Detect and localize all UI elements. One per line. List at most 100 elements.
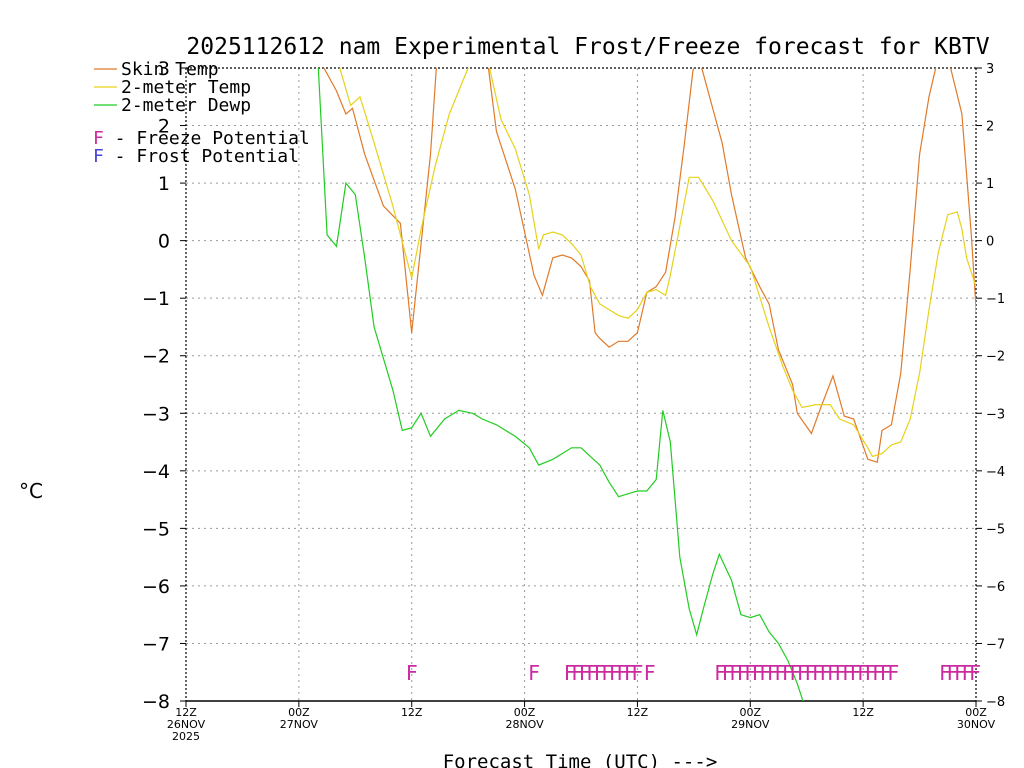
y-tick-label-right: 0 bbox=[986, 235, 994, 250]
freeze-flag-mark: F bbox=[969, 661, 981, 685]
freeze-flag-mark: F bbox=[744, 661, 756, 685]
freeze-flag-mark: F bbox=[804, 661, 816, 685]
freeze-flag-mark: F bbox=[946, 661, 958, 685]
y-tick-label-left: 2 bbox=[158, 116, 170, 138]
freeze-flag-mark: F bbox=[579, 661, 591, 685]
freeze-flag-mark: F bbox=[722, 661, 734, 685]
x-tick-label: 12Z bbox=[852, 706, 874, 719]
freeze-flag-mark: F bbox=[729, 661, 741, 685]
y-tick-label-right: −1 bbox=[986, 292, 1005, 307]
freeze-flag-mark: F bbox=[887, 661, 899, 685]
freeze-flag-mark: F bbox=[962, 661, 974, 685]
y-tick-label-left: −1 bbox=[142, 288, 170, 310]
x-tick-label: 29NOV bbox=[731, 718, 770, 731]
x-tick-label: 28NOV bbox=[505, 718, 544, 731]
y-tick-label-left: −4 bbox=[142, 461, 170, 483]
freeze-flag-mark: F bbox=[631, 661, 643, 685]
tick-labels: −8 −8 −7 −7 −6 −6 −5 −5 −4 −4 −3 −3 −2 −2 −1 −1 0 0 1 1 2 2 3 3… bbox=[142, 58, 1005, 743]
freeze-flag-mark: F bbox=[601, 661, 613, 685]
freeze-flag-mark: F bbox=[782, 661, 794, 685]
series-layer bbox=[317, 68, 976, 701]
freeze-flag-mark: F bbox=[774, 661, 786, 685]
legend-f-letter: F bbox=[93, 146, 104, 167]
freeze-flag-mark: F bbox=[872, 661, 884, 685]
x-tick-label: 30NOV bbox=[957, 718, 996, 731]
x-tick-label: 12Z bbox=[175, 706, 197, 719]
freeze-flag-mark: F bbox=[564, 661, 576, 685]
freeze-flag-mark: F bbox=[939, 661, 951, 685]
series-line-skin-temp bbox=[323, 68, 976, 463]
legend-f-text: - Freeze Potential bbox=[104, 128, 310, 149]
y-tick-label-right: 3 bbox=[986, 62, 994, 77]
freeze-flag-mark: F bbox=[850, 661, 862, 685]
y-tick-label-right: −3 bbox=[986, 407, 1005, 422]
y-tick-label-left: 3 bbox=[158, 58, 170, 80]
x-tick-label: 27NOV bbox=[280, 718, 319, 731]
legend-entry: Skin Temp bbox=[121, 59, 219, 80]
freeze-flag-mark: F bbox=[571, 661, 583, 685]
y-tick-label-right: −7 bbox=[986, 637, 1005, 652]
freeze-flag-mark: F bbox=[586, 661, 598, 685]
y-tick-label-left: 1 bbox=[158, 173, 170, 195]
freeze-flag-mark: F bbox=[752, 661, 764, 685]
y-tick-label-right: 1 bbox=[986, 177, 994, 192]
freeze-flag-mark: F bbox=[528, 661, 540, 685]
y-axis-unit: °C bbox=[19, 479, 43, 503]
freeze-flag-mark: F bbox=[737, 661, 749, 685]
freeze-flag-mark: F bbox=[609, 661, 621, 685]
x-tick-label: 12Z bbox=[627, 706, 649, 719]
y-tick-label-right: −4 bbox=[986, 465, 1005, 480]
legend-entry: 2-meter Dewp bbox=[121, 95, 251, 116]
y-tick-label-left: 0 bbox=[158, 231, 170, 253]
x-tick-label: 00Z bbox=[740, 706, 762, 719]
x-tick-label: 12Z bbox=[401, 706, 423, 719]
grid-lines bbox=[186, 68, 976, 701]
y-tick-label-left: −7 bbox=[142, 633, 170, 655]
freeze-flag-mark: F bbox=[827, 661, 839, 685]
freeze-flag-mark: F bbox=[797, 661, 809, 685]
x-tick-label: 2025 bbox=[172, 730, 200, 743]
freeze-flag-mark: F bbox=[767, 661, 779, 685]
y-tick-label-right: −2 bbox=[986, 350, 1005, 365]
legend-frost-potential: F - Frost Potential bbox=[93, 146, 299, 167]
x-tick-label: 26NOV bbox=[167, 718, 206, 731]
legend-freeze-potential: F - Freeze Potential bbox=[93, 128, 310, 149]
series-line-2-meter-temp bbox=[339, 68, 976, 458]
y-tick-label-right: −5 bbox=[986, 522, 1005, 537]
legend-f-letter: F bbox=[93, 128, 104, 149]
freeze-flag-mark: F bbox=[865, 661, 877, 685]
series-line-2-meter-dewp bbox=[317, 68, 804, 701]
freeze-flag-mark: F bbox=[789, 661, 801, 685]
freeze-flag-mark: F bbox=[616, 661, 628, 685]
y-tick-label-right: −8 bbox=[986, 695, 1005, 710]
legend-entry: 2-meter Temp bbox=[121, 77, 251, 98]
x-tick-label: 00Z bbox=[965, 706, 987, 719]
freeze-flag-mark: F bbox=[406, 661, 418, 685]
y-tick-label-left: −8 bbox=[142, 691, 170, 713]
x-axis-title: Forecast Time (UTC) ---> bbox=[443, 751, 718, 768]
freeze-flag-mark: F bbox=[857, 661, 869, 685]
freeze-flag-mark: F bbox=[880, 661, 892, 685]
freeze-flag-mark: F bbox=[644, 661, 656, 685]
y-tick-label-right: −6 bbox=[986, 580, 1005, 595]
freeze-flag-mark: F bbox=[624, 661, 636, 685]
freeze-flag-mark: F bbox=[835, 661, 847, 685]
freeze-flag-mark: F bbox=[714, 661, 726, 685]
y-tick-label-left: −6 bbox=[142, 576, 170, 598]
y-tick-label-left: −3 bbox=[142, 403, 170, 425]
x-tick-label: 00Z bbox=[514, 706, 536, 719]
freeze-flag-mark: F bbox=[954, 661, 966, 685]
chart-title: 2025112612 nam Experimental Frost/Freeze… bbox=[186, 34, 989, 60]
freeze-flag-mark: F bbox=[820, 661, 832, 685]
freeze-flag-mark: F bbox=[812, 661, 824, 685]
axes bbox=[185, 67, 977, 702]
y-tick-label-right: 2 bbox=[986, 120, 994, 135]
freeze-flag-mark: F bbox=[594, 661, 606, 685]
y-tick-label-left: −2 bbox=[142, 346, 170, 368]
legend-f-text: - Frost Potential bbox=[104, 146, 299, 167]
freeze-flag-mark: F bbox=[759, 661, 771, 685]
x-tick-label: 00Z bbox=[288, 706, 310, 719]
